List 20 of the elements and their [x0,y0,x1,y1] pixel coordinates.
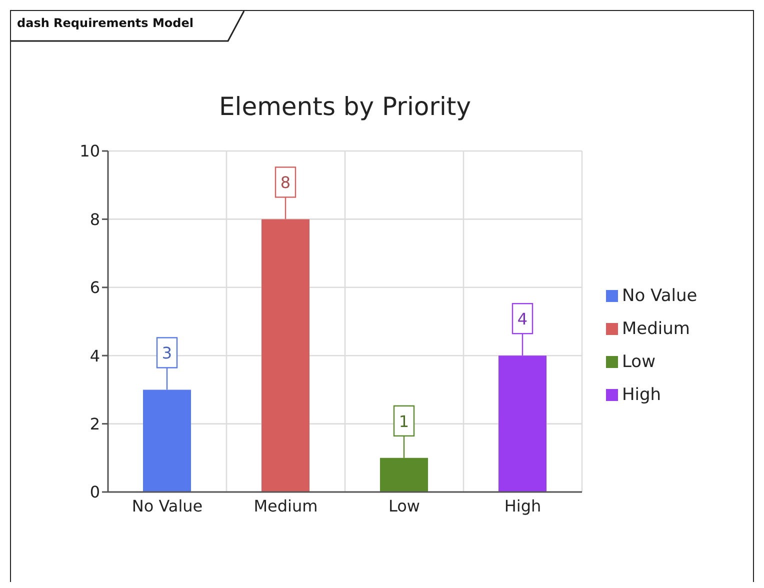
chart-title: Elements by Priority [218,92,472,121]
legend-label: High [622,385,662,405]
data-label: 1 [398,412,410,431]
data-label: 4 [517,310,528,329]
y-tick-label: 10 [80,142,100,161]
text: dash Requirements Model [16,15,194,30]
x-tick-label: Low [388,496,420,516]
x-tick-label: High [504,496,542,516]
legend-label: No Value [622,286,698,306]
y-tick-label: 4 [90,346,100,366]
y-tick-label: 0 [90,482,100,502]
data-label: 8 [280,173,291,192]
legend-label: Medium [622,319,690,339]
data-label: 3 [162,344,172,363]
y-tick-label: 8 [90,210,100,229]
x-tick-label: Medium [254,496,318,516]
x-tick-label: No Value [132,496,203,516]
y-tick-label: 2 [90,414,100,434]
legend-label: Low [622,352,656,372]
y-tick-label: 6 [90,278,100,298]
